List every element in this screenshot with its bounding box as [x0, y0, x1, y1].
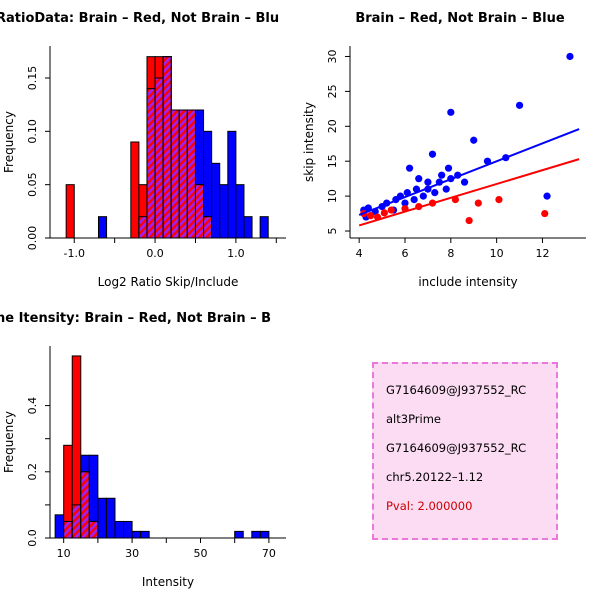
svg-text:0.15: 0.15	[26, 66, 39, 91]
svg-text:15: 15	[326, 154, 339, 168]
svg-text:Frequency: Frequency	[2, 111, 16, 173]
svg-text:Intensity: Intensity	[142, 575, 194, 589]
svg-text:4: 4	[356, 247, 363, 260]
locus-line: chr5.20122–1.12	[386, 470, 484, 484]
panel-ratio-histogram: RatioData: Brain – Red, Not Brain – Blu -…	[0, 0, 300, 300]
skip-include-scatter-chart: Brain – Red, Not Brain – Blue 4 6 8 10 12 5 10 1…	[302, 11, 586, 289]
svg-text:include intensity: include intensity	[418, 275, 517, 289]
svg-text:0.00: 0.00	[26, 226, 39, 251]
svg-text:Brain – Red, Not Brain – Blue: Brain – Red, Not Brain – Blue	[355, 11, 564, 26]
svg-text:Log2 Ratio Skip/Include: Log2 Ratio Skip/Include	[98, 275, 239, 289]
svg-text:0.2: 0.2	[26, 463, 39, 481]
svg-text:10: 10	[326, 189, 339, 203]
pval-text: Pval: 2.000000	[386, 499, 473, 513]
svg-text:70: 70	[262, 547, 276, 560]
svg-text:30: 30	[125, 547, 139, 560]
svg-text:Frequency: Frequency	[2, 411, 16, 473]
gene-id-line-2: G7164609@J937552_RC	[386, 441, 527, 455]
svg-text:8: 8	[447, 247, 454, 260]
panel-gene-intensity-histogram: ne Itensity: Brain – Red, Not Brain – B 1…	[0, 300, 300, 600]
log2-ratio-histogram-chart: RatioData: Brain – Red, Not Brain – Blu -…	[0, 11, 286, 289]
svg-text:-1.0: -1.0	[64, 247, 85, 260]
svg-text:0.0: 0.0	[26, 529, 39, 547]
gene-id-line: G7164609@J937552_RC	[386, 383, 527, 397]
svg-text:12: 12	[535, 247, 549, 260]
svg-text:5: 5	[326, 228, 339, 235]
svg-text:20: 20	[326, 119, 339, 133]
panel-info: G7164609@J937552_RC alt3Prime G7164609@J…	[300, 300, 600, 600]
gene-intensity-histogram-chart: ne Itensity: Brain – Red, Not Brain – B 1…	[0, 311, 286, 589]
svg-text:0.4: 0.4	[26, 397, 39, 415]
svg-text:6: 6	[401, 247, 408, 260]
svg-text:10: 10	[57, 547, 71, 560]
svg-text:0.05: 0.05	[26, 172, 39, 197]
svg-text:RatioData: Brain – Red, Not Br: RatioData: Brain – Red, Not Brain – Blu	[0, 11, 279, 26]
svg-text:ne Itensity: Brain – Red, Not: ne Itensity: Brain – Red, Not Brain – B	[0, 311, 271, 326]
panel-intensity-scatter: Brain – Red, Not Brain – Blue 4 6 8 10 12 5 10 1…	[300, 0, 600, 300]
info-box: G7164609@J937552_RC alt3Prime G7164609@J…	[372, 362, 558, 540]
svg-text:25: 25	[326, 84, 339, 98]
svg-text:skip intensity: skip intensity	[302, 102, 316, 182]
svg-text:50: 50	[193, 547, 207, 560]
svg-text:1.0: 1.0	[227, 247, 245, 260]
svg-text:0.10: 0.10	[26, 119, 39, 144]
svg-text:30: 30	[326, 49, 339, 63]
svg-text:10: 10	[490, 247, 504, 260]
svg-text:0.0: 0.0	[146, 247, 164, 260]
event-type-line: alt3Prime	[386, 412, 442, 426]
